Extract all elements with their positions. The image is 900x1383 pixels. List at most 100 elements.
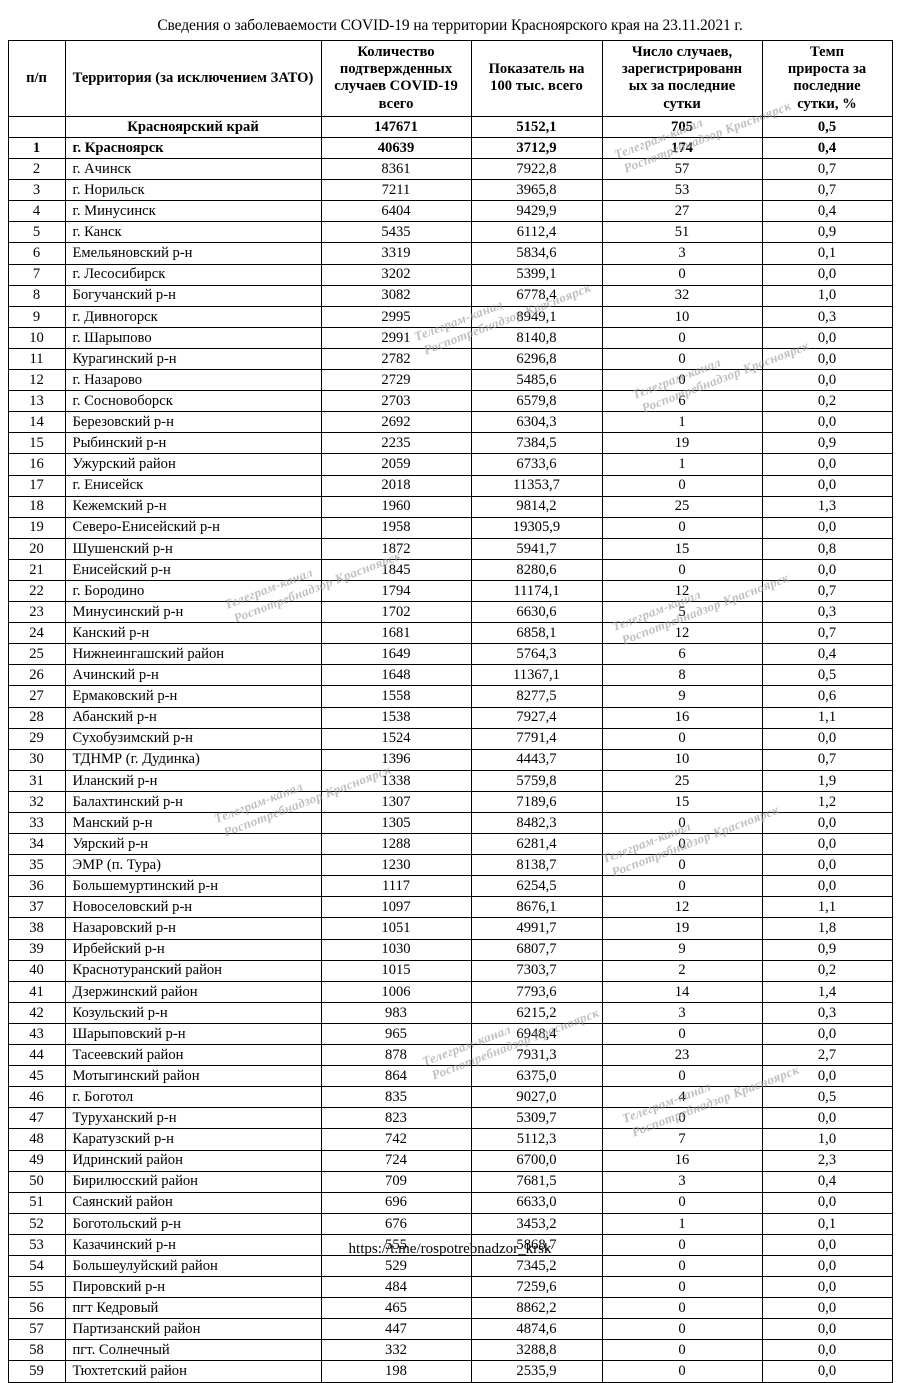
row-cell-per-100k: 6778,4 (470, 284, 603, 307)
row-cell-territory: Краснотуранский район (64, 959, 322, 982)
table-row: 21 Енисейский р-н 1845 8280,6 0 0,0 (7, 558, 893, 581)
row-cell-per-100k: 2535,9 (470, 1360, 603, 1383)
row-cell-per-100k: 6633,0 (470, 1191, 603, 1214)
row-cell-territory: Манский р-н (64, 812, 322, 835)
row-cell-index: 23 (7, 601, 66, 624)
column-header-cases-total-line1: Количество (357, 44, 435, 61)
row-cell-per-100k: 7922,8 (470, 158, 603, 181)
row-cell-cases-24h: 57 (601, 158, 763, 181)
table-row: 30 ТДНМР (г. Дудинка) 1396 4443,7 10 0,7 (7, 748, 893, 771)
row-cell-per-100k: 5485,6 (470, 369, 603, 392)
row-cell-per-100k: 4991,7 (470, 917, 603, 940)
covid-incidence-table: п/п Территория (за исключением ЗАТО) Кол… (7, 40, 893, 1383)
row-cell-per-100k: 6112,4 (470, 221, 603, 244)
row-cell-growth-rate: 0,0 (761, 1360, 893, 1383)
row-cell-growth-rate: 0,6 (761, 685, 893, 708)
row-cell-index: 3 (7, 179, 66, 202)
row-cell-territory: ЭМР (п. Тура) (64, 854, 322, 877)
table-row: 39 Ирбейский р-н 1030 6807,7 9 0,9 (7, 938, 893, 961)
row-cell-growth-rate: 0,0 (761, 1318, 893, 1341)
table-row: 1 г. Красноярск 40639 3712,9 174 0,4 (7, 137, 893, 160)
row-cell-territory: Шарыповский р-н (64, 1022, 322, 1046)
row-cell-index: 4 (7, 200, 66, 223)
row-cell-cases-24h: 0 (601, 1065, 763, 1088)
row-cell-territory: Курагинский р-н (64, 347, 322, 371)
row-cell-territory: пгт Кедровый (64, 1297, 322, 1320)
row-cell-growth-rate: 0,0 (761, 453, 893, 476)
row-cell-per-100k: 6700,0 (470, 1149, 603, 1172)
table-row: 7 г. Лесосибирск 3202 5399,1 0 0,0 (7, 263, 893, 286)
row-cell-cases-total: 1338 (320, 769, 472, 792)
row-cell-index: 48 (7, 1128, 66, 1151)
table-row: 27 Ермаковский р-н 1558 8277,5 9 0,6 (7, 685, 893, 708)
table-row: 19 Северо-Енисейский р-н 1958 19305,9 0 0,0 (7, 516, 893, 539)
row-cell-growth-rate: 0,0 (761, 474, 893, 497)
document-page: Сведения о заболеваемости COVID-19 на те… (7, 17, 893, 1383)
row-cell-cases-total: 724 (320, 1149, 472, 1172)
row-cell-growth-rate: 0,7 (761, 748, 893, 771)
row-cell-per-100k: 9027,0 (470, 1086, 603, 1109)
column-header-growth-rate-line1: Темп (809, 44, 844, 61)
row-cell-growth-rate: 0,0 (761, 516, 893, 539)
row-cell-index: 30 (7, 748, 66, 771)
row-cell-per-100k: 6630,6 (470, 601, 603, 624)
row-cell-per-100k: 8482,3 (470, 812, 603, 835)
row-cell-index: 34 (7, 833, 66, 856)
row-cell-growth-rate: 1,4 (761, 980, 893, 1003)
table-row: 47 Туруханский р-н 823 5309,7 0 0,0 (7, 1107, 893, 1130)
row-cell-cases-24h: 705 (601, 115, 763, 139)
table-row: 40 Краснотуранский район 1015 7303,7 2 0,2 (7, 959, 893, 982)
row-cell-index: 50 (7, 1170, 66, 1193)
row-cell-territory: г. Красноярск (64, 137, 322, 160)
row-cell-cases-24h: 0 (601, 1254, 763, 1278)
row-cell-cases-total: 1648 (320, 664, 472, 687)
row-cell-cases-24h: 12 (601, 896, 763, 919)
column-header-per-100k-line2: 100 тыс. всего (490, 78, 583, 95)
table-row: 59 Тюхтетский район 198 2535,9 0 0,0 (7, 1360, 893, 1383)
row-cell-per-100k: 6733,6 (470, 453, 603, 476)
row-cell-cases-24h: 1 (601, 411, 763, 434)
table-row: 6 Емельяновский р-н 3319 5834,6 3 0,1 (7, 242, 893, 265)
row-cell-growth-rate: 0,0 (761, 411, 893, 434)
row-cell-cases-24h: 3 (601, 1001, 763, 1024)
table-row: 46 г. Боготол 835 9027,0 4 0,5 (7, 1086, 893, 1109)
row-cell-growth-rate: 1,1 (761, 896, 893, 919)
row-cell-per-100k: 6948,4 (470, 1022, 603, 1046)
row-cell-cases-total: 1558 (320, 685, 472, 708)
row-cell-index: 28 (7, 706, 66, 729)
column-header-per-100k: Показатель на 100 тыс. всего (470, 40, 603, 117)
row-cell-territory: Ермаковский р-н (64, 685, 322, 708)
footer-link[interactable]: https://t.me/rospotrebnadzor_krsk (348, 1241, 552, 1257)
row-cell-index: 19 (7, 516, 66, 539)
row-cell-per-100k: 11367,1 (470, 664, 603, 687)
row-cell-growth-rate: 1,3 (761, 495, 893, 518)
row-cell-cases-total: 2692 (320, 411, 472, 434)
row-cell-index: 52 (7, 1212, 66, 1235)
row-cell-cases-total: 1681 (320, 622, 472, 645)
row-cell-territory: Саянский район (64, 1191, 322, 1214)
row-cell-growth-rate: 0,8 (761, 537, 893, 560)
table-row: 23 Минусинский р-н 1702 6630,6 5 0,3 (7, 601, 893, 624)
table-row: 4 г. Минусинск 6404 9429,9 27 0,4 (7, 200, 893, 223)
row-cell-cases-24h: 25 (601, 495, 763, 518)
row-cell-per-100k: 8676,1 (470, 896, 603, 919)
column-header-growth-rate-line4: сутки, % (797, 95, 857, 112)
row-cell-growth-rate: 0,0 (761, 854, 893, 877)
table-row: 18 Кежемский р-н 1960 9814,2 25 1,3 (7, 495, 893, 518)
row-cell-cases-total: 198 (320, 1360, 472, 1383)
row-cell-index: 9 (7, 305, 66, 328)
column-header-per-100k-line1: Показатель на (488, 61, 585, 78)
row-cell-cases-24h: 12 (601, 579, 763, 603)
row-cell-per-100k: 5764,3 (470, 643, 603, 666)
row-cell-cases-total: 2782 (320, 347, 472, 371)
row-cell-per-100k: 7791,4 (470, 727, 603, 750)
row-cell-growth-rate: 1,0 (761, 1128, 893, 1151)
table-row: 22 г. Бородино 1794 11174,1 12 0,7 (7, 579, 893, 603)
row-cell-per-100k: 8949,1 (470, 305, 603, 328)
row-cell-index: 14 (7, 411, 66, 434)
column-header-cases-24h-line4: сутки (663, 95, 701, 112)
row-cell-territory: г. Бородино (64, 579, 322, 603)
row-cell-index: 25 (7, 643, 66, 666)
row-cell-index: 59 (7, 1360, 66, 1383)
row-cell-territory: Туруханский р-н (64, 1107, 322, 1130)
